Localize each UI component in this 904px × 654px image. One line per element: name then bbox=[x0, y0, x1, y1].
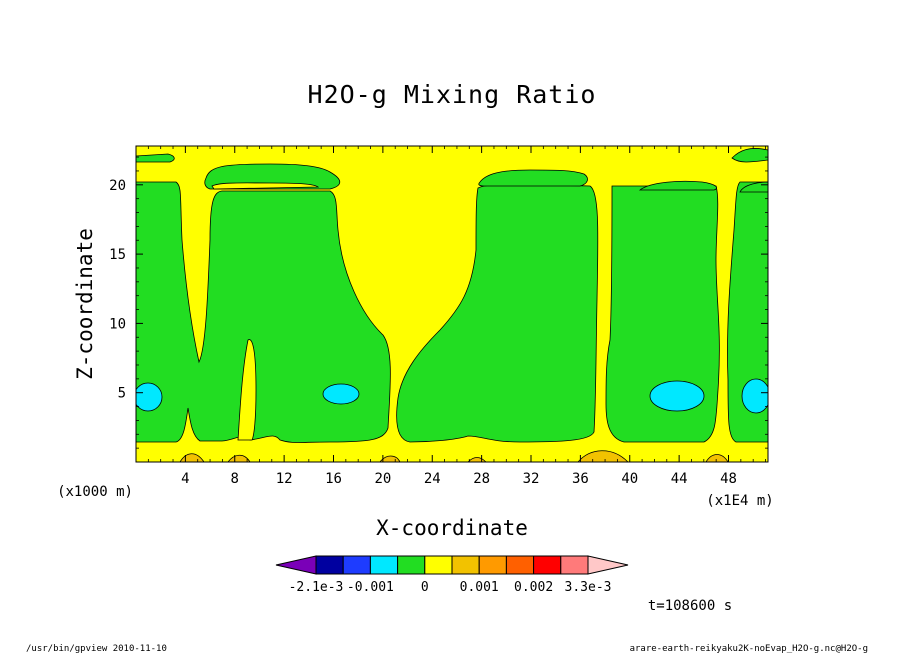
colorbar-swatch bbox=[397, 555, 426, 575]
y-tick-label: 5 bbox=[118, 386, 126, 402]
x-tick-label: 16 bbox=[325, 471, 342, 487]
x-tick-label: 28 bbox=[473, 471, 490, 487]
colorbar-level-label: 3.3e-3 bbox=[565, 580, 612, 595]
footer-left: /usr/bin/gpview 2010-11-10 bbox=[26, 644, 167, 654]
x-tick-label: 8 bbox=[231, 471, 239, 487]
plot-frame bbox=[135, 145, 769, 463]
colorbar-swatch bbox=[451, 555, 480, 575]
green-spot-topright bbox=[731, 148, 768, 163]
x-tick-label: 48 bbox=[720, 471, 737, 487]
x-tick-label: 12 bbox=[276, 471, 293, 487]
plot-area bbox=[135, 145, 769, 463]
x-unit-left: (x1000 m) bbox=[57, 484, 133, 500]
colorbar-swatch bbox=[315, 555, 344, 575]
yellow-band-left bbox=[211, 182, 320, 190]
x-tick-label: 32 bbox=[523, 471, 540, 487]
time-label: t=108600 s bbox=[648, 598, 732, 614]
colorbar-swatch bbox=[560, 555, 589, 575]
y-tick-label: 20 bbox=[109, 178, 126, 194]
cyan-pocket-x16 bbox=[322, 383, 360, 405]
y-axis-label: Z-coordinate bbox=[73, 228, 97, 380]
colorbar-swatch bbox=[478, 555, 507, 575]
colorbar-swatch bbox=[533, 555, 562, 575]
green-band-right bbox=[638, 180, 718, 191]
colorbar bbox=[275, 555, 629, 575]
colorbar-swatch bbox=[342, 555, 371, 575]
green-region-left bbox=[136, 181, 391, 443]
colorbar-level-label: 0 bbox=[421, 580, 429, 595]
y-axis-ticks: 5 10 15 20 bbox=[109, 156, 768, 449]
colorbar-swatch bbox=[369, 555, 399, 575]
x-tick-label: 36 bbox=[572, 471, 589, 487]
green-region-edge bbox=[727, 181, 768, 443]
x-axis-label: X-coordinate bbox=[376, 516, 528, 540]
colorbar-high-arrow bbox=[587, 555, 629, 575]
y-tick-label: 10 bbox=[109, 316, 126, 332]
yellow-spike-8 bbox=[237, 339, 257, 441]
x-unit-right: (x1E4 m) bbox=[706, 493, 773, 509]
colorbar-level-label: -0.001 bbox=[347, 580, 394, 595]
colorbar-level-label: 0.001 bbox=[460, 580, 499, 595]
y-tick-label: 15 bbox=[109, 247, 126, 263]
x-tick-label: 44 bbox=[671, 471, 688, 487]
green-region-center bbox=[396, 184, 599, 443]
x-tick-label: 24 bbox=[424, 471, 441, 487]
green-region-right bbox=[605, 185, 720, 443]
green-band-center bbox=[478, 169, 588, 187]
colorbar-labels: -2.1e-3 -0.001 0 0.001 0.002 3.3e-3 bbox=[289, 580, 612, 595]
colorbar-level-label: -2.1e-3 bbox=[289, 580, 344, 595]
cyan-pocket-x50 bbox=[741, 378, 768, 414]
cyan-pocket-x1 bbox=[136, 382, 163, 412]
green-spot-topleft bbox=[136, 153, 175, 163]
x-tick-label: 40 bbox=[621, 471, 638, 487]
colorbar-swatch bbox=[505, 555, 535, 575]
x-axis-ticks: 4 8 12 16 20 24 28 32 36 40 44 48 bbox=[147, 146, 766, 487]
colorbar-low-arrow bbox=[275, 555, 317, 575]
colorbar-level-label: 0.002 bbox=[514, 580, 553, 595]
chart-title: H2O-g Mixing Ratio bbox=[308, 80, 597, 109]
x-tick-label: 20 bbox=[374, 471, 391, 487]
colorbar-swatch bbox=[424, 555, 453, 575]
footer-right: arare-earth-reikyaku2K-noEvap_H2O-g.nc@H… bbox=[630, 644, 868, 654]
x-tick-label: 4 bbox=[181, 471, 189, 487]
cyan-pocket-x44 bbox=[649, 380, 705, 412]
